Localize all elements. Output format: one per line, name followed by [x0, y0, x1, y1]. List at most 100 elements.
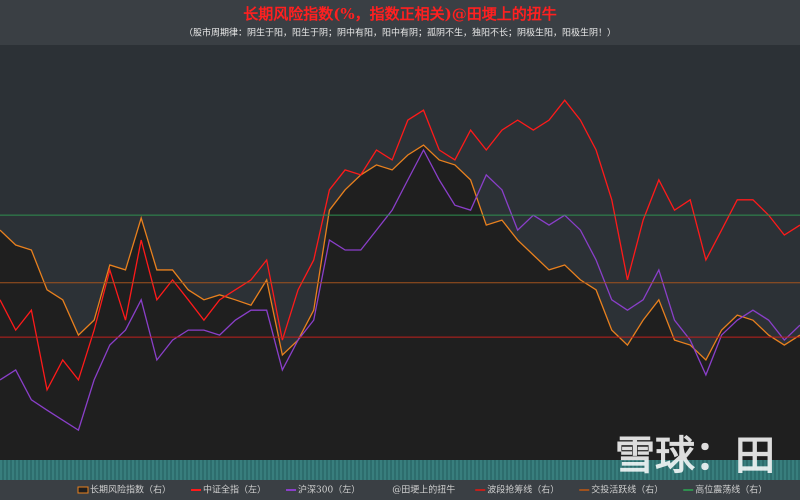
stripe [612, 460, 614, 480]
watermark: 雪球：田 [615, 433, 775, 479]
stripe [16, 460, 18, 480]
stripe [84, 460, 86, 480]
stripe [244, 460, 246, 480]
stripe [532, 460, 534, 480]
stripe [276, 460, 278, 480]
stripe [508, 460, 510, 480]
stripe [576, 460, 578, 480]
stripe [64, 460, 66, 480]
stripe [44, 460, 46, 480]
stripe [560, 460, 562, 480]
stripe [0, 460, 2, 480]
stripe [144, 460, 146, 480]
stripe [648, 460, 650, 480]
stripe [412, 460, 414, 480]
stripe [492, 460, 494, 480]
legend-label: 中证全指（左） [203, 484, 266, 496]
stripe [484, 460, 486, 480]
stripe [292, 460, 294, 480]
stripe [644, 460, 646, 480]
stripe [760, 460, 762, 480]
stripe [192, 460, 194, 480]
stripe [656, 460, 658, 480]
stripe [640, 460, 642, 480]
stripe [296, 460, 298, 480]
stripe [536, 460, 538, 480]
stripe [328, 460, 330, 480]
stripe [796, 460, 798, 480]
stripe [76, 460, 78, 480]
legend-band [0, 480, 800, 500]
stripe [756, 460, 758, 480]
stripe [632, 460, 634, 480]
stripe [280, 460, 282, 480]
stripe [784, 460, 786, 480]
stripe [120, 460, 122, 480]
stripe [236, 460, 238, 480]
stripe [700, 460, 702, 480]
stripe [376, 460, 378, 480]
stripe [72, 460, 74, 480]
stripe [792, 460, 794, 480]
stripe [652, 460, 654, 480]
stripe [400, 460, 402, 480]
stripe [636, 460, 638, 480]
stripe [48, 460, 50, 480]
stripe [348, 460, 350, 480]
stripe [152, 460, 154, 480]
stripe [724, 460, 726, 480]
stripe [36, 460, 38, 480]
legend-label: 交投活跃线（右） [591, 484, 663, 496]
stripe [416, 460, 418, 480]
stripe [432, 460, 434, 480]
stripe [208, 460, 210, 480]
stripe [548, 460, 550, 480]
stripe [528, 460, 530, 480]
stripe [712, 460, 714, 480]
stripe [780, 460, 782, 480]
stripe [788, 460, 790, 480]
stripe [468, 460, 470, 480]
stripe [460, 460, 462, 480]
stripe [248, 460, 250, 480]
series-line [0, 144, 800, 362]
stripe [500, 460, 502, 480]
stripe [132, 460, 134, 480]
stripe [592, 460, 594, 480]
stripe [160, 460, 162, 480]
stripe [60, 460, 62, 480]
stripe [308, 460, 310, 480]
header-band [0, 0, 800, 45]
stripe [580, 460, 582, 480]
stripe [720, 460, 722, 480]
stripe [488, 460, 490, 480]
stripe [572, 460, 574, 480]
stripe [28, 460, 30, 480]
stripe [88, 460, 90, 480]
stripe [100, 460, 102, 480]
stripe [496, 460, 498, 480]
stripe [616, 460, 618, 480]
legend-swatch [77, 486, 89, 494]
stripe [108, 460, 110, 480]
stripe [164, 460, 166, 480]
stripe [372, 460, 374, 480]
stripe [4, 460, 6, 480]
stripe [216, 460, 218, 480]
stripe [624, 460, 626, 480]
stripe [124, 460, 126, 480]
legend-label: @田埂上的扭牛 [392, 484, 455, 496]
stripe [604, 460, 606, 480]
series-line [0, 99, 800, 392]
legend-label: 长期风险指数（右） [90, 484, 171, 496]
stripe [320, 460, 322, 480]
stripe [220, 460, 222, 480]
stripe [104, 460, 106, 480]
area [0, 145, 800, 460]
stripe [504, 460, 506, 480]
stripe [600, 460, 602, 480]
stripe [552, 460, 554, 480]
stripe [392, 460, 394, 480]
stripe [196, 460, 198, 480]
